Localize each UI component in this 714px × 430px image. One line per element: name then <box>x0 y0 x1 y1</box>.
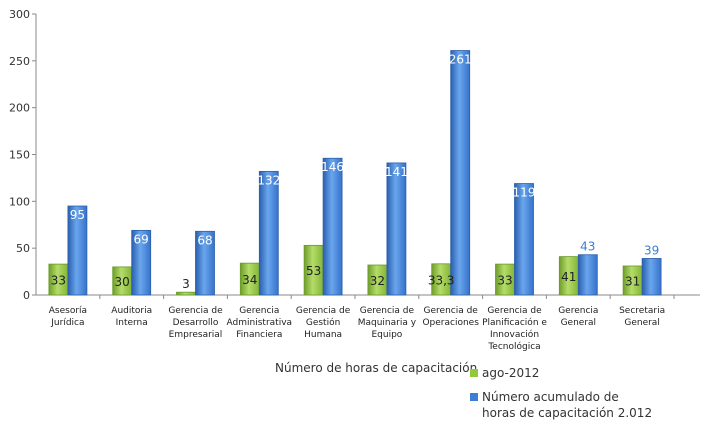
x-tick-label: Gerencia Administrativa Financiera <box>227 306 293 340</box>
data-label: 33 <box>51 274 66 288</box>
y-tick-label: 150 <box>9 149 30 162</box>
x-tick-label-line: Innovación <box>490 329 539 340</box>
x-tick-label: Gerencia de Planificación e Innovación Tecn… <box>482 306 547 352</box>
x-tick-label: Asesoría Jurídica <box>49 306 87 328</box>
bar-acumulado <box>514 183 534 296</box>
x-tick-label-line: Financiera <box>236 330 282 340</box>
bar-acumulado <box>258 170 279 296</box>
x-tick-label: Secretaria General <box>619 306 665 328</box>
chart-labels: 33 95 30 69 3 68 34 132 53 146 32 141 33,3 261 33 119 41… <box>51 53 659 292</box>
bar-acumulado <box>641 258 662 296</box>
x-tick-label-line: Desarrollo <box>173 318 219 328</box>
x-tick-label-line: Humana <box>304 330 342 340</box>
x-tick-label-line: Maquinaria y <box>358 318 417 328</box>
x-tick-label-line: Gerencia de <box>424 306 479 316</box>
x-tick-label-line: Equipo <box>371 330 402 340</box>
legend-label-acumulado: Número acumulado de horas de capacitació… <box>482 389 652 421</box>
data-label: 32 <box>370 274 385 288</box>
bar-acumulado <box>386 162 407 296</box>
x-tick-label: Gerencia General <box>558 306 598 328</box>
y-tick-label: 200 <box>9 102 30 115</box>
x-tick-label-line: Asesoría <box>49 306 87 316</box>
data-label: 33 <box>497 274 512 288</box>
x-tick-label-line: Planificación e <box>482 317 547 328</box>
x-tick-label: Gerencia de Gestión Humana <box>296 306 351 340</box>
y-tick-label: 50 <box>16 242 30 255</box>
bar-acumulado <box>67 205 88 296</box>
data-label: 31 <box>625 274 640 288</box>
x-tick-label-line: Gestión <box>306 317 340 328</box>
x-tick-label-line: General <box>561 318 596 328</box>
x-tick-label-line: Secretaria <box>619 306 665 316</box>
x-tick-label-line: Interna <box>116 318 148 328</box>
x-tick-label: Gerencia de Operaciones <box>422 306 479 328</box>
x-tick-label-line: Auditoria <box>111 306 152 316</box>
x-tick-label-line: Jurídica <box>50 318 84 328</box>
bar-acumulado <box>131 229 152 296</box>
y-tick-label: 100 <box>9 195 30 208</box>
data-label: 41 <box>561 270 576 284</box>
data-label: 39 <box>644 243 659 257</box>
x-tick-label-line: Gerencia de <box>296 306 351 316</box>
bar-acumulado <box>195 230 215 296</box>
x-tick-label-line: Empresarial <box>169 330 223 340</box>
x-tick-label: Gerencia de Desarrollo Empresarial <box>168 306 223 340</box>
legend-label-ago-2012: ago-2012 <box>482 366 540 380</box>
y-tick-label: 0 <box>23 289 30 302</box>
bar-acumulado <box>322 157 343 296</box>
x-tick-label-line: Gerencia <box>239 306 279 316</box>
y-tick-label: 250 <box>9 55 30 68</box>
x-tick-label-line: General <box>624 318 659 328</box>
data-label: 132 <box>257 173 280 187</box>
data-label: 30 <box>115 275 130 289</box>
legend-item-acumulado: Número acumulado de horas de capacitació… <box>470 389 670 421</box>
data-label: 3 <box>182 277 190 291</box>
x-tick-label: Gerencia de Maquinaria y Equipo <box>358 306 417 340</box>
data-label: 68 <box>197 233 212 247</box>
legend-label-line-1: Número acumulado de <box>482 390 619 404</box>
data-label: 34 <box>242 273 257 287</box>
x-tick-label-line: Gerencia <box>558 306 598 316</box>
x-tick-label-line: Gerencia de <box>487 306 542 316</box>
legend-swatch-green <box>470 369 478 377</box>
data-label: 53 <box>306 264 321 278</box>
chart-bars <box>48 50 662 296</box>
legend-title: Número de horas de capacitación <box>275 361 478 375</box>
x-tick-label-line: Gerencia de <box>168 306 223 316</box>
x-tick-label-line: Gerencia de <box>360 306 415 316</box>
bar-ago-2012 <box>176 291 196 296</box>
x-tick-label-line: Tecnológica <box>487 341 540 352</box>
x-tick-label: Auditoria Interna <box>111 306 152 328</box>
data-label: 69 <box>134 232 149 246</box>
legend-item-ago-2012: ago-2012 <box>470 365 539 381</box>
bar-acumulado <box>577 254 598 296</box>
x-tick-label-line: Administrativa <box>227 318 293 328</box>
bar-acumulado <box>450 50 471 296</box>
y-tick-label: 300 <box>9 8 30 21</box>
data-label: 43 <box>580 240 595 254</box>
legend-swatch-blue <box>470 393 478 401</box>
data-label: 95 <box>70 208 85 222</box>
chart-axes: 0 50 100 150 200 250 300 Asesoría Jurídica Audito… <box>9 8 700 352</box>
x-tick-label-line: Operaciones <box>422 318 479 328</box>
data-label: 141 <box>385 165 408 179</box>
legend-label-line-2: horas de capacitación 2.012 <box>482 406 653 420</box>
data-label: 33,3 <box>428 273 455 287</box>
data-label: 261 <box>449 53 472 67</box>
data-label: 119 <box>513 186 536 200</box>
data-label: 146 <box>321 160 344 174</box>
